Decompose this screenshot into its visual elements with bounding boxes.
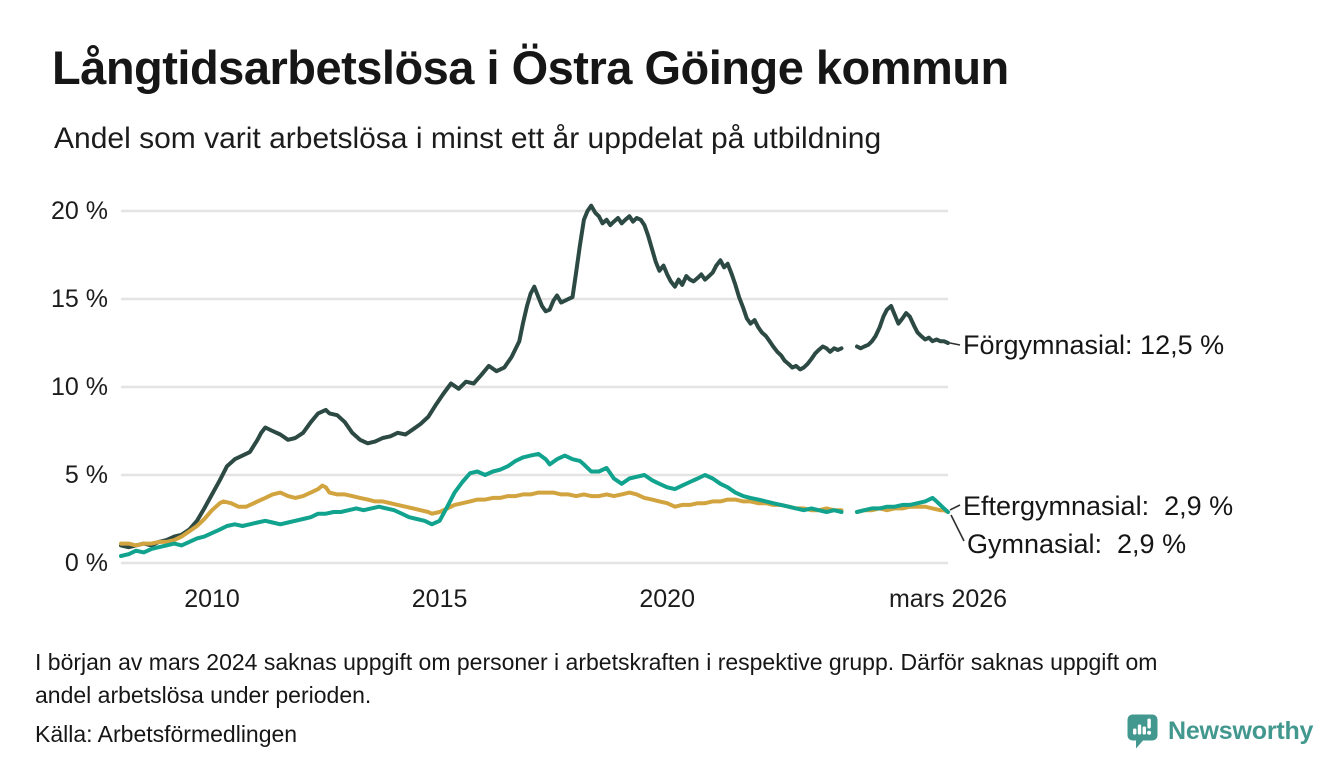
x-axis-tick-label: mars 2026 <box>888 585 1008 613</box>
label-leader-line <box>949 342 961 346</box>
y-axis-tick-label: 20 % <box>51 197 108 225</box>
series-line-gymnasial <box>119 483 844 548</box>
footnote-line-2: andel arbetslösa under perioden. <box>35 682 372 708</box>
y-axis-tick-label: 5 % <box>64 461 108 489</box>
y-axis-tick-label: 10 % <box>51 373 108 401</box>
series-line-eftergymnasial <box>855 495 950 514</box>
x-axis-tick-label: 2020 <box>639 585 695 613</box>
newsworthy-logo-text: Newsworthy <box>1168 716 1314 745</box>
chart-subtitle: Andel som varit arbetslösa i minst ett å… <box>54 122 882 155</box>
series-line-eftergymnasial <box>119 451 844 558</box>
source-label: Källa: Arbetsförmedlingen <box>35 721 298 747</box>
y-axis-tick-label: 0 % <box>64 549 108 577</box>
label-leader-line <box>949 504 961 511</box>
footnote-line-1: I början av mars 2024 saknas uppgift om … <box>35 649 1158 675</box>
page-title: Långtidsarbetslösa i Östra Göinge kommun <box>52 41 1009 94</box>
series-end-label-gymnasial: Gymnasial: 2,9 % <box>967 529 1187 559</box>
footnote: I början av mars 2024 saknas uppgift om … <box>35 646 1157 712</box>
y-axis-tick-label: 15 % <box>51 285 108 313</box>
series-end-label-forgymnasial: Förgymnasial: 12,5 % <box>963 330 1225 360</box>
x-axis-tick-label: 2015 <box>411 585 468 613</box>
newsworthy-bubble-chart-icon <box>1127 714 1158 749</box>
series-end-label-eftergymnasial: Eftergymnasial: 2,9 % <box>963 491 1234 521</box>
newsworthy-branding: Newsworthy <box>1126 713 1313 749</box>
series-line-förgymnasial <box>119 203 844 550</box>
x-axis-tick-label: 2010 <box>184 585 240 613</box>
series-line-förgymnasial <box>855 304 950 351</box>
label-leader-line <box>950 514 965 542</box>
